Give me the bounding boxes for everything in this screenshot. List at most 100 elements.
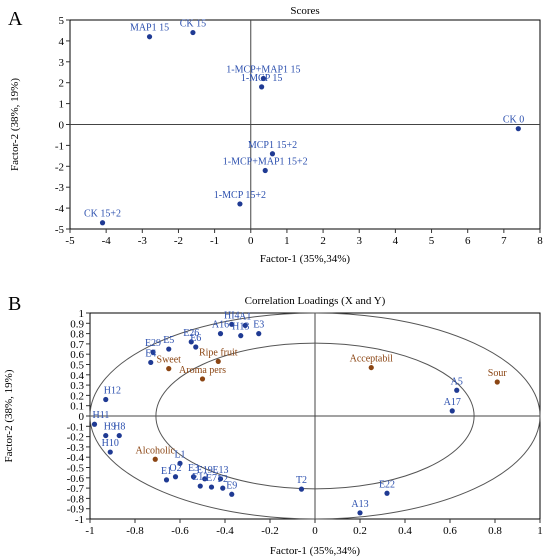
y-tick-label: 0.3 bbox=[70, 380, 84, 392]
data-point-label: H8 bbox=[113, 422, 125, 433]
x-tick-label: -0.4 bbox=[216, 525, 234, 537]
data-point bbox=[494, 379, 500, 385]
data-point bbox=[146, 34, 153, 40]
data-point-label: E4 bbox=[145, 348, 156, 359]
data-point bbox=[99, 220, 106, 226]
data-point bbox=[260, 75, 267, 82]
x-tick-label: 1 bbox=[284, 235, 290, 247]
data-point bbox=[202, 476, 208, 482]
data-point-label: 1-MCP+MAP1 15+2 bbox=[223, 156, 308, 167]
data-point bbox=[298, 486, 305, 492]
data-point bbox=[190, 29, 196, 36]
data-point-label: CK 0 bbox=[503, 115, 524, 126]
data-point bbox=[454, 387, 460, 393]
data-point bbox=[166, 366, 172, 372]
x-tick-label: 0.4 bbox=[398, 525, 412, 537]
y-tick-label: -1 bbox=[55, 140, 64, 152]
data-point-label: E13 bbox=[212, 465, 228, 476]
data-point-label: Ripe fruit bbox=[199, 347, 238, 358]
y-tick-label: 0.1 bbox=[70, 401, 84, 413]
y-tick-label: 0.6 bbox=[70, 349, 84, 361]
y-tick-label: 0.9 bbox=[70, 318, 84, 330]
data-point-label: O2 bbox=[169, 463, 181, 474]
data-point-label: E3 bbox=[188, 463, 199, 474]
data-point-label: A13 bbox=[351, 499, 368, 510]
x-tick-label: -1 bbox=[85, 525, 94, 537]
y-tick-label: 1 bbox=[59, 99, 65, 111]
x-tick-label: -1 bbox=[210, 235, 219, 247]
data-point bbox=[103, 432, 109, 439]
data-point-label: H11 bbox=[93, 410, 110, 421]
data-point bbox=[368, 364, 374, 371]
data-point-label: HI4 bbox=[224, 310, 240, 321]
x-tick-label: -3 bbox=[138, 235, 148, 247]
data-point-label: T2 bbox=[296, 475, 307, 486]
data-point bbox=[199, 376, 206, 382]
y-tick-label: 2 bbox=[59, 78, 65, 90]
data-point bbox=[217, 331, 224, 337]
data-point-label: CK 15+2 bbox=[84, 209, 121, 220]
y-tick-label: 3 bbox=[59, 57, 65, 69]
y-tick-label: -0.8 bbox=[67, 493, 85, 505]
data-point bbox=[256, 331, 262, 337]
data-point-label: E29 bbox=[145, 338, 161, 349]
data-point bbox=[449, 408, 455, 414]
x-tick-label: -2 bbox=[174, 235, 183, 247]
data-point-label: MAP1 15 bbox=[130, 23, 169, 34]
y-tick-label: -0.9 bbox=[67, 504, 85, 516]
data-point bbox=[217, 476, 224, 482]
chart-title: Correlation Loadings (X and Y) bbox=[245, 295, 386, 307]
data-point-label: A17 bbox=[444, 397, 461, 408]
x-tick-label: -0.6 bbox=[171, 525, 189, 537]
data-point bbox=[197, 483, 203, 489]
x-tick-label: -0.2 bbox=[261, 525, 278, 537]
y-tick-label: -1 bbox=[75, 514, 84, 526]
data-point-label: H9 bbox=[104, 422, 116, 433]
scores-chart: A Scores -5 -4 -3 -2 -1 0 1 2 3 4 5 6 7 8 5 4 3 2 1 0 -1 -2 -3 -4… bbox=[8, 5, 543, 265]
y-tick-label: 0 bbox=[79, 411, 85, 423]
data-point bbox=[172, 474, 179, 480]
y-tick-label: 0.2 bbox=[70, 390, 84, 402]
y-tick-label: -3 bbox=[55, 182, 65, 194]
chart-title: Scores bbox=[290, 5, 319, 17]
data-point bbox=[269, 151, 276, 157]
y-tick-label: 0.5 bbox=[70, 360, 84, 372]
data-point bbox=[177, 460, 183, 466]
data-point-label: E19 bbox=[197, 465, 213, 476]
data-point-label: E6 bbox=[190, 333, 201, 344]
y-axis-label: Factor-2 (38%, 19%) bbox=[9, 78, 21, 171]
y-tick-label: 5 bbox=[59, 15, 65, 27]
data-point bbox=[262, 167, 268, 174]
data-point-label: Aroma pers bbox=[179, 365, 226, 376]
data-point-label: E7 bbox=[206, 473, 217, 484]
data-point bbox=[238, 333, 244, 339]
x-tick-label: 8 bbox=[537, 235, 543, 247]
data-point-label: A1 bbox=[239, 311, 251, 322]
data-point bbox=[259, 84, 265, 90]
x-tick-label: 6 bbox=[465, 235, 471, 247]
data-point-label: E26 bbox=[183, 328, 199, 339]
data-point-label: H10 bbox=[102, 438, 119, 449]
y-tick-label: -5 bbox=[55, 224, 65, 236]
data-point bbox=[229, 321, 235, 327]
x-tick-label: 1 bbox=[537, 525, 543, 537]
data-point bbox=[150, 349, 156, 355]
data-point bbox=[215, 358, 221, 365]
data-point-label: E5 bbox=[163, 335, 174, 346]
x-tick-label: 5 bbox=[429, 235, 435, 247]
data-point bbox=[237, 201, 243, 207]
y-tick-label: -0.2 bbox=[67, 432, 84, 444]
panel-label: B bbox=[8, 293, 21, 315]
x-axis-label: Factor-1 (35%,34%) bbox=[260, 253, 351, 265]
data-point-label: E12 bbox=[192, 472, 208, 483]
data-point bbox=[107, 449, 113, 455]
data-point-label: F2 bbox=[217, 474, 228, 485]
y-tick-label: -0.5 bbox=[67, 463, 85, 475]
panel-label: A bbox=[8, 8, 23, 30]
data-point-label: Acceptabil bbox=[350, 354, 394, 365]
y-tick-label: -0.1 bbox=[67, 421, 84, 433]
x-axis-label: Factor-1 (35%,34%) bbox=[270, 545, 361, 557]
y-tick-label: -0.4 bbox=[67, 452, 85, 464]
y-tick-label: 4 bbox=[59, 36, 65, 48]
y-tick-label: -4 bbox=[55, 203, 65, 215]
